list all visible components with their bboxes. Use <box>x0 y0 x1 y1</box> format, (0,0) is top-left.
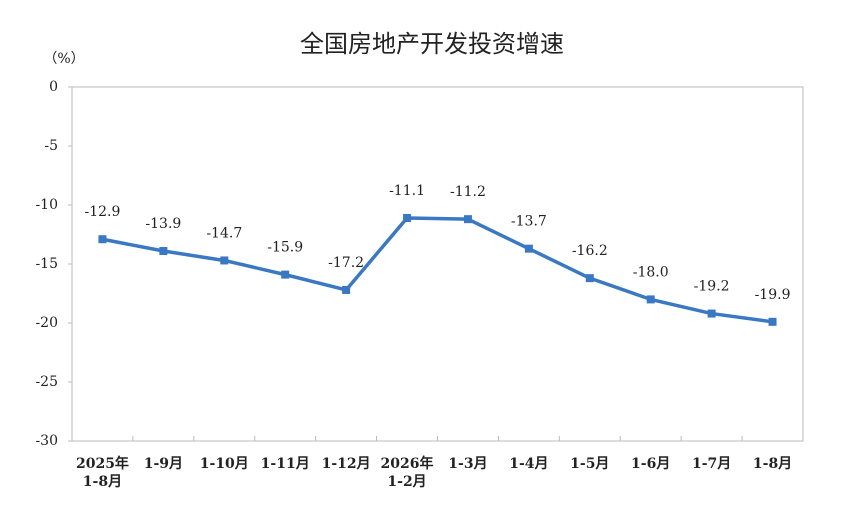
plot-frame <box>71 86 804 442</box>
value-label: -15.9 <box>267 240 303 256</box>
x-tick-label: 1-4月 <box>509 456 548 472</box>
marker <box>403 213 412 222</box>
y-tick-label: -5 <box>44 138 58 154</box>
value-label: -11.2 <box>450 184 486 200</box>
marker <box>585 274 594 283</box>
value-label: -17.2 <box>328 255 364 271</box>
y-tick-label: -20 <box>35 315 58 331</box>
value-label: -16.2 <box>572 243 608 259</box>
x-tick-label: 1-7月 <box>692 456 731 472</box>
x-tick-label: 1-5月 <box>570 456 609 472</box>
value-label: -12.9 <box>85 204 121 220</box>
marker <box>159 247 168 256</box>
y-tick-label: 0 <box>49 79 58 95</box>
y-tick-label: -15 <box>35 256 58 272</box>
x-tick-label: 1-8月 <box>753 456 792 472</box>
marker <box>342 285 351 294</box>
marker <box>281 270 290 279</box>
marker <box>98 235 107 244</box>
marker <box>524 244 533 253</box>
y-tick-label: -30 <box>35 433 58 449</box>
x-tick-label: 2026年 1-2月 <box>381 455 434 490</box>
value-label: -11.1 <box>389 183 425 199</box>
marker <box>707 309 716 318</box>
value-label: -18.0 <box>633 264 669 280</box>
marker <box>768 317 777 326</box>
x-tick-label: 1-9月 <box>144 456 183 472</box>
value-label: -14.7 <box>206 225 242 241</box>
x-tick-label: 1-6月 <box>631 456 670 472</box>
y-tick-label: -25 <box>35 374 58 390</box>
marker <box>220 256 229 265</box>
chart-title: 全国房地产开发投资增速 <box>300 30 564 58</box>
value-label: -19.9 <box>755 287 791 303</box>
value-label: -19.2 <box>694 279 730 295</box>
y-axis-label: （%） <box>43 51 84 67</box>
x-tick-label: 1-11月 <box>261 456 310 472</box>
x-tick-label: 2025年 1-8月 <box>76 455 129 490</box>
value-label: -13.9 <box>145 216 181 232</box>
value-label: -13.7 <box>511 214 547 230</box>
x-tick-label: 1-3月 <box>448 456 487 472</box>
y-tick-label: -10 <box>35 197 58 213</box>
x-tick-label: 1-12月 <box>322 456 371 472</box>
line <box>102 216 773 324</box>
marker <box>646 295 655 304</box>
x-tick-label: 1-10月 <box>200 456 249 472</box>
marker <box>463 215 472 224</box>
